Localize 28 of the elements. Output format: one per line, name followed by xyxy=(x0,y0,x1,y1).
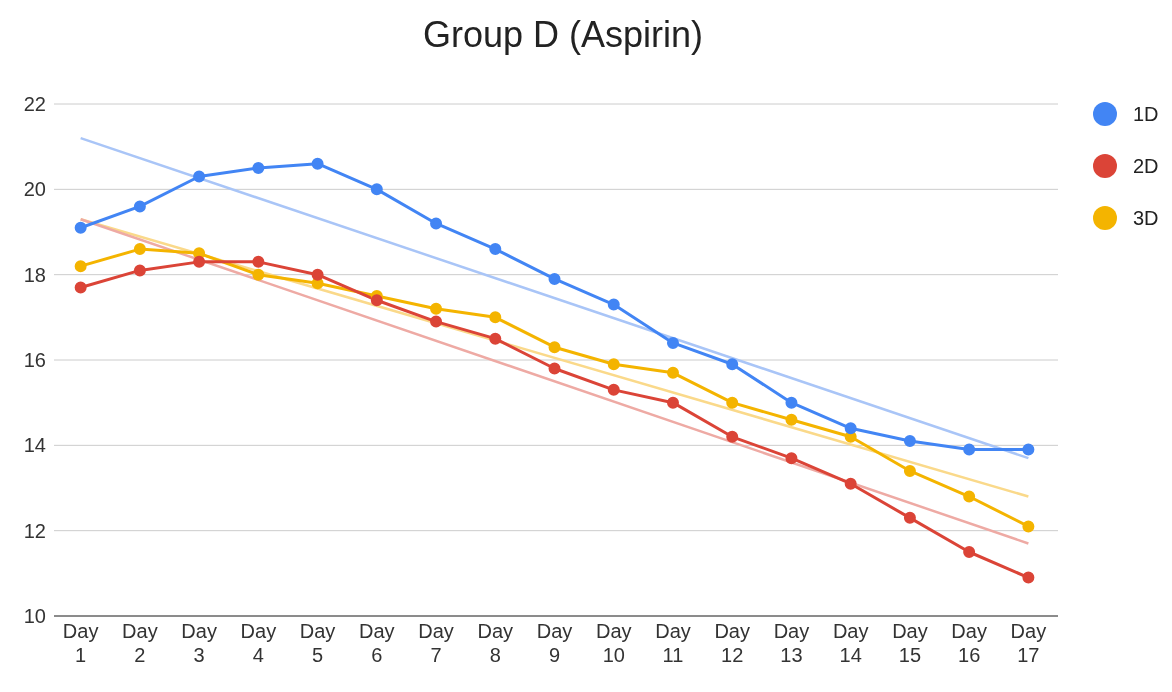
x-tick-label: Day 17 xyxy=(1010,620,1047,666)
x-tick-label: Day 9 xyxy=(536,620,573,666)
y-tick-label: 12 xyxy=(23,519,46,542)
legend-label: 3D xyxy=(1133,206,1159,230)
y-tick-label: 10 xyxy=(23,605,46,628)
x-tick-label: Day 12 xyxy=(714,620,751,666)
x-tick-label: Day 1 xyxy=(62,620,99,666)
legend-label: 2D xyxy=(1133,154,1159,178)
x-tick-label: Day 4 xyxy=(240,620,277,666)
y-tick-label: 18 xyxy=(23,263,46,286)
x-tick-label: Day 3 xyxy=(181,620,217,666)
x-tick-label: Day 14 xyxy=(832,620,869,666)
x-tick-label: Day 2 xyxy=(122,620,158,666)
chart-title: Group D (Aspirin) xyxy=(421,14,705,56)
y-tick-label: 14 xyxy=(23,434,46,457)
y-tick-label: 22 xyxy=(23,93,46,116)
x-tick-label: Day 10 xyxy=(595,620,632,666)
x-tick-label: Day 6 xyxy=(359,620,395,666)
y-tick-label: 20 xyxy=(23,178,46,201)
x-tick-label: Day 16 xyxy=(951,620,987,666)
x-tick-label: Day 8 xyxy=(477,620,514,666)
x-tick-label: Day 5 xyxy=(299,620,336,666)
x-tick-label: Day 13 xyxy=(773,620,810,666)
y-tick-label: 16 xyxy=(23,349,46,372)
x-tick-label: Day 7 xyxy=(418,620,454,666)
x-tick-label: Day 11 xyxy=(655,620,691,666)
x-tick-label: Day 15 xyxy=(892,620,928,666)
legend-label: 1D xyxy=(1133,102,1159,126)
